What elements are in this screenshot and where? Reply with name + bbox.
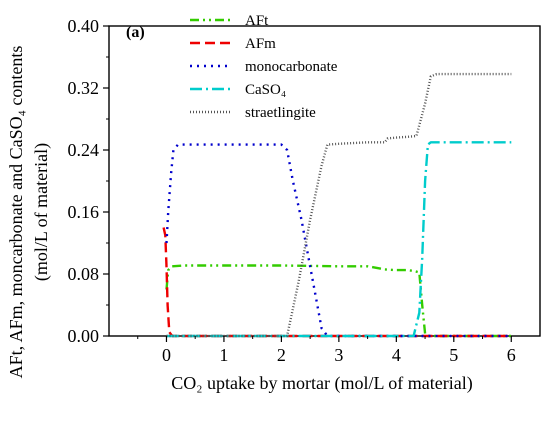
legend-label-afm: AFm: [245, 36, 276, 52]
panel-label: (a): [126, 24, 145, 41]
series-line-straetlingite: [166, 72, 512, 338]
legend: AFt AFm monocarbonate CaSO₄ straetlingite: [190, 13, 338, 121]
ticks-layer: 0 1 2 3 4 5 6 0.00 0.08 0.16 0.24 0.32 0.40: [68, 16, 516, 365]
legend-label-monocarbonate: monocarbonate: [245, 59, 338, 75]
series-line-afm: [162, 227, 512, 338]
x-tick-label: 4: [392, 345, 401, 365]
x-tick-label: 3: [334, 345, 343, 365]
series-layer: [162, 72, 512, 338]
series-line-caso-: [166, 141, 512, 338]
series-line-aft: [165, 264, 512, 338]
y-tick-label: 0.08: [68, 264, 100, 284]
legend-label-aft: AFt: [245, 13, 269, 29]
series-line-monocarbonate: [165, 143, 512, 338]
y-tick-label: 0.00: [68, 326, 100, 346]
x-tick-label: 5: [449, 345, 458, 365]
y-tick-label: 0.16: [68, 202, 100, 222]
x-axis-title: CO₂ uptake by mortar (mol/L of material): [171, 373, 473, 394]
legend-label-caso-: CaSO₄: [245, 82, 286, 98]
legend-label-straetlingite: straetlingite: [245, 105, 316, 121]
y-tick-label: 0.24: [68, 140, 100, 160]
x-tick-label: 0: [162, 345, 171, 365]
y-tick-label: 0.40: [68, 16, 100, 36]
x-tick-label: 2: [277, 345, 286, 365]
y-tick-label: 0.32: [68, 78, 100, 98]
x-tick-label: 6: [507, 345, 516, 365]
y-axis-title-line1: AFt, AFm, moncarbonate and CaSO₄ content…: [6, 46, 26, 379]
y-axis-title-line2: (mol/L of material): [31, 143, 52, 281]
x-tick-label: 1: [219, 345, 228, 365]
